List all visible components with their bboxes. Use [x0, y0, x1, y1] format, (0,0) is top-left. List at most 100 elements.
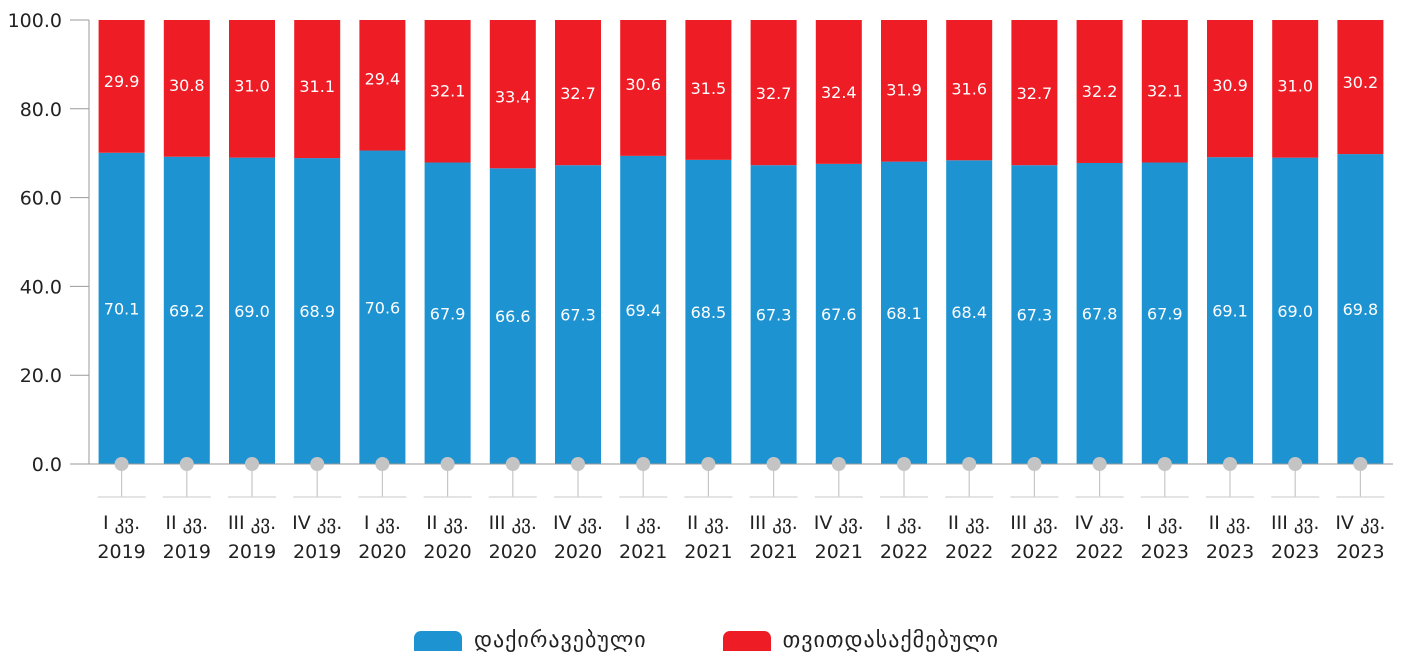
- x-marker-dot: [310, 457, 325, 471]
- x-category-year: 2023: [1206, 541, 1254, 563]
- bar-segment-self-employed[interactable]: [1337, 20, 1384, 155]
- x-category-year: 2022: [1010, 541, 1058, 563]
- legend-swatch-self-employed: [722, 631, 771, 651]
- bar-segment-employed[interactable]: [229, 157, 275, 464]
- x-category-year: 2019: [228, 541, 276, 563]
- x-marker-dot: [1353, 457, 1368, 471]
- y-tick-label: 0.0: [32, 454, 62, 476]
- data-label-employed: 69.2: [169, 301, 205, 320]
- x-category-year: 2022: [880, 541, 928, 563]
- bar-segment-self-employed[interactable]: [815, 20, 862, 164]
- bar-segment-employed[interactable]: [946, 160, 993, 464]
- data-label-employed: 69.1: [1212, 302, 1248, 321]
- bar-segment-self-employed[interactable]: [1076, 20, 1123, 163]
- x-category-year: 2019: [97, 541, 145, 563]
- legend-label-self-employed: თვითდასაქმებული: [782, 628, 1000, 653]
- x-category-quarter: IV კვ.: [553, 512, 603, 534]
- bar-segment-self-employed[interactable]: [620, 20, 667, 156]
- bar-segment-self-employed[interactable]: [98, 20, 145, 153]
- x-category-year: 2023: [1141, 541, 1189, 563]
- x-marker-dot: [375, 457, 390, 471]
- x-category-quarter: II კვ.: [687, 512, 730, 534]
- bar-segment-self-employed[interactable]: [1141, 20, 1188, 163]
- data-label-self-employed: 29.4: [365, 70, 401, 89]
- y-tick-label: 100.0: [8, 10, 62, 32]
- bar-segment-self-employed[interactable]: [946, 20, 993, 161]
- x-category-year: 2019: [163, 541, 211, 563]
- bar-segment-self-employed[interactable]: [1207, 20, 1253, 158]
- bar-segment-employed[interactable]: [424, 162, 471, 465]
- bar-segment-employed[interactable]: [359, 150, 406, 464]
- bar-segment-employed[interactable]: [489, 168, 536, 464]
- bar-segment-employed[interactable]: [1207, 157, 1253, 465]
- data-label-self-employed: 33.4: [495, 87, 531, 106]
- data-label-employed: 69.0: [1277, 302, 1313, 321]
- x-category-year: 2020: [489, 541, 537, 563]
- x-marker-dot: [897, 457, 911, 471]
- legend-item-employed[interactable]: დაქირავებული: [413, 626, 647, 656]
- x-category-quarter: II კვ.: [1209, 512, 1252, 534]
- bar-segment-self-employed[interactable]: [424, 20, 471, 163]
- bar-segment-self-employed[interactable]: [489, 20, 536, 169]
- bar-segment-self-employed[interactable]: [881, 20, 927, 162]
- bar-segment-employed[interactable]: [750, 165, 797, 465]
- y-tick-label: 20.0: [20, 365, 62, 387]
- x-category-quarter: I კვ.: [625, 512, 662, 534]
- x-category-quarter: III კვ.: [489, 512, 537, 534]
- data-label-self-employed: 32.4: [821, 83, 857, 102]
- bar-segment-self-employed[interactable]: [294, 20, 341, 159]
- bar-segment-self-employed[interactable]: [229, 20, 275, 158]
- data-label-self-employed: 32.7: [560, 84, 596, 103]
- x-marker-dot: [962, 457, 977, 471]
- data-label-self-employed: 31.1: [299, 77, 335, 96]
- x-category-quarter: I კვ.: [103, 512, 140, 534]
- bar-segment-employed[interactable]: [294, 158, 341, 465]
- x-category-year: 2023: [1271, 541, 1319, 563]
- data-label-employed: 67.9: [1147, 304, 1183, 323]
- bar-segment-employed[interactable]: [1272, 157, 1319, 464]
- bar-segment-self-employed[interactable]: [555, 20, 601, 166]
- x-category-year: 2023: [1336, 541, 1384, 563]
- x-marker-dot: [179, 457, 194, 471]
- x-marker-dot: [1092, 457, 1107, 471]
- bar-segment-employed[interactable]: [1076, 162, 1123, 464]
- bar-segment-employed[interactable]: [1337, 154, 1384, 464]
- bar-segment-employed[interactable]: [815, 163, 862, 464]
- data-label-self-employed: 32.1: [1147, 82, 1183, 101]
- bars: 70.1 29.9 69.2 30.8 69.0 31.0 68.9 31.1 70.6 29.4…: [98, 20, 1384, 465]
- data-label-self-employed: 30.6: [625, 75, 661, 94]
- x-category-quarter: III კვ.: [1010, 512, 1058, 534]
- x-marker-dot: [636, 457, 651, 471]
- data-label-self-employed: 31.9: [886, 81, 922, 100]
- x-category-quarter: I კვ.: [1146, 512, 1183, 534]
- bar-segment-employed[interactable]: [555, 165, 601, 465]
- data-label-self-employed: 30.2: [1343, 73, 1379, 92]
- legend-label-employed: დაქირავებული: [473, 628, 647, 653]
- bar-segment-self-employed[interactable]: [750, 20, 797, 166]
- x-marker-dot: [766, 457, 781, 471]
- x-marker-dot: [245, 457, 259, 471]
- bar-segment-employed[interactable]: [163, 156, 210, 464]
- bar-segment-self-employed[interactable]: [685, 20, 732, 160]
- x-marker-dot: [1288, 457, 1303, 471]
- data-label-self-employed: 32.1: [430, 82, 466, 101]
- bar-segment-employed[interactable]: [1011, 165, 1058, 465]
- data-label-employed: 66.6: [495, 307, 531, 326]
- bar-segment-self-employed[interactable]: [163, 20, 210, 157]
- data-label-self-employed: 31.5: [691, 79, 727, 98]
- bar-segment-self-employed[interactable]: [359, 20, 406, 151]
- data-label-employed: 68.9: [299, 302, 335, 321]
- bar-segment-employed[interactable]: [620, 155, 667, 464]
- x-axis: I კვ. 2019 II კვ. 2019 III კვ. 2019 IV კვ. 2019…: [89, 457, 1393, 563]
- bar-segment-employed[interactable]: [1141, 162, 1188, 465]
- bar-segment-employed[interactable]: [685, 159, 732, 465]
- x-category-quarter: III კვ.: [1271, 512, 1319, 534]
- bar-segment-self-employed[interactable]: [1011, 20, 1058, 166]
- legend-item-self-employed[interactable]: თვითდასაქმებული: [722, 626, 1000, 656]
- y-tick-label: 60.0: [20, 188, 62, 210]
- bar-segment-employed[interactable]: [98, 152, 145, 465]
- bar-segment-self-employed[interactable]: [1272, 20, 1319, 158]
- x-category-quarter: III კვ.: [228, 512, 276, 534]
- data-label-employed: 69.8: [1343, 300, 1379, 319]
- bar-segment-employed[interactable]: [881, 161, 927, 465]
